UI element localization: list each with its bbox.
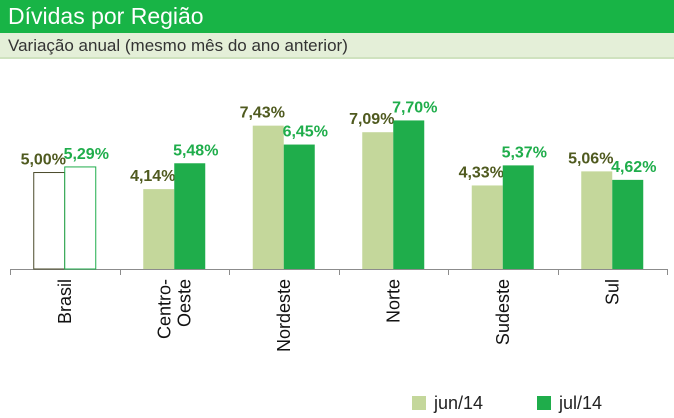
category-label-group: Sudeste (493, 279, 513, 345)
category-label: Brasil (55, 279, 75, 324)
category-label-group: Norte (383, 279, 403, 323)
data-label-jul: 5,37% (502, 144, 547, 161)
bar-jun-5 (471, 185, 503, 269)
category-label-group: Centro- Oeste (154, 279, 194, 339)
category-label: Centro- (154, 279, 174, 339)
category-label: Sul (602, 279, 622, 305)
bar-jun-1 (33, 172, 66, 270)
bar-jul-6 (612, 179, 644, 269)
title-bar: Dívidas por Região (0, 0, 674, 33)
category-label: Oeste (174, 279, 194, 327)
data-label-jun: 5,06% (568, 150, 613, 167)
category-label-group: Brasil (55, 279, 75, 324)
bar-jun-2 (143, 189, 175, 269)
legend-swatch-jun (412, 396, 426, 410)
category-label-group: Nordeste (274, 279, 294, 352)
bar-jul-3 (283, 144, 315, 269)
category-label: Sudeste (493, 279, 513, 345)
chart-subtitle: Variação anual (mesmo mês do ano anterio… (8, 36, 348, 55)
category-label-group: Sul (602, 279, 622, 305)
data-label-jul: 5,29% (64, 146, 109, 163)
data-label-jun: 5,00% (21, 152, 66, 169)
legend-swatch-jul (537, 396, 551, 410)
bar-jun-6 (581, 171, 613, 269)
bar-jul-1 (64, 166, 97, 270)
bar-jun-4 (362, 132, 394, 269)
legend: jun/14 jul/14 (0, 393, 674, 415)
data-label-jun: 7,43% (240, 105, 285, 122)
legend-label-jun: jun/14 (434, 393, 484, 413)
data-label-jun: 4,14% (130, 168, 175, 185)
data-label-jul: 7,70% (392, 99, 437, 116)
data-label-jul: 4,62% (611, 159, 656, 176)
data-label-jul: 6,45% (283, 124, 328, 141)
subtitle-bar: Variação anual (mesmo mês do ano anterio… (0, 33, 674, 59)
bar-jul-5 (502, 165, 534, 269)
bar-chart: 5,00%5,29% Brasil 4,14% 5,48% Centro- Oeste 7,… (10, 99, 668, 352)
bar-jul-2 (174, 163, 206, 269)
category-label: Norte (383, 279, 403, 323)
data-label-jun: 7,09% (349, 111, 394, 128)
data-label-jun: 4,33% (459, 164, 504, 181)
legend-label-jul: jul/14 (559, 393, 603, 413)
bar-jul-4 (393, 120, 425, 269)
bar-jun-3 (252, 125, 284, 269)
category-label: Nordeste (274, 279, 294, 352)
data-label-jul: 5,48% (173, 142, 218, 159)
chart-title: Dívidas por Região (8, 3, 204, 29)
